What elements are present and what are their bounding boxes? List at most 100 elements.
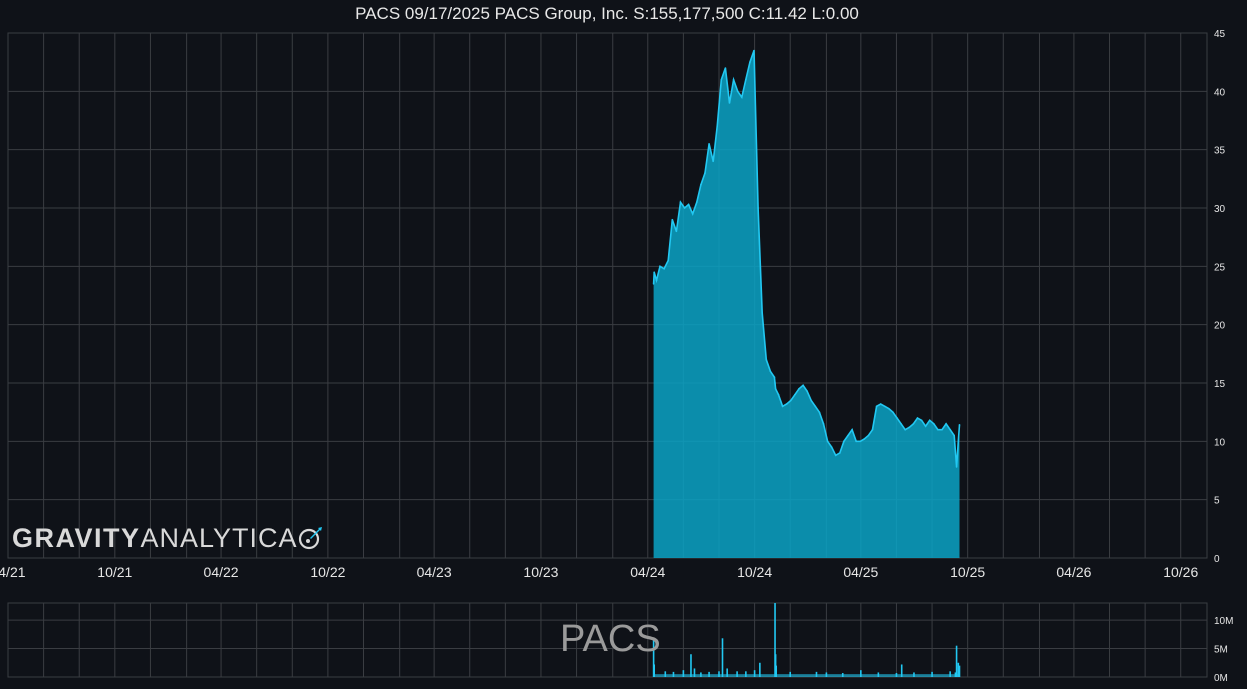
- rocket-icon: [298, 527, 322, 550]
- price-point: [839, 452, 841, 454]
- price-point: [859, 440, 862, 443]
- price-point: [753, 49, 755, 52]
- price-point: [879, 403, 882, 405]
- price-point: [774, 382, 776, 384]
- chart-title: PACS 09/17/2025 PACS Group, Inc. S:155,1…: [355, 4, 859, 23]
- volume-bar: [900, 664, 903, 677]
- y-tick-label: 25: [1214, 262, 1226, 273]
- price-point: [822, 423, 825, 425]
- price-point: [671, 218, 674, 221]
- price-point: [867, 434, 870, 437]
- price-point: [871, 428, 874, 431]
- volume-bar: [958, 665, 961, 677]
- price-point: [863, 438, 866, 440]
- price-point: [912, 423, 915, 425]
- price-point: [806, 390, 808, 392]
- price-point: [941, 428, 943, 431]
- price-point: [773, 376, 776, 378]
- volume-tick-label: 0M: [1214, 673, 1228, 684]
- price-point: [724, 67, 727, 69]
- volume-bar: [775, 665, 778, 677]
- price-area-fill: [653, 50, 960, 558]
- price-point: [720, 78, 723, 81]
- price-point: [920, 419, 923, 422]
- gravity-analytica-logo: GRAVITY ANALYTICA: [12, 523, 324, 553]
- logo-text-bold: GRAVITY: [12, 522, 141, 553]
- price-point: [655, 279, 658, 282]
- logo-text-light: ANALYTICA: [140, 522, 298, 553]
- y-tick-label: 45: [1214, 29, 1226, 40]
- volume-bar: [753, 670, 756, 677]
- price-point: [659, 265, 661, 268]
- price-point: [916, 417, 919, 419]
- price-point: [781, 405, 784, 408]
- price-point: [732, 78, 735, 81]
- price-point: [810, 399, 813, 402]
- volume-tick-label: 10M: [1214, 616, 1233, 627]
- price-point: [875, 405, 878, 408]
- price-point: [761, 312, 763, 314]
- price-point: [687, 203, 690, 206]
- price-point: [949, 428, 951, 431]
- price-point: [774, 388, 777, 390]
- y-tick-label: 30: [1214, 204, 1226, 215]
- price-x-axis: 04/21 10/21 04/22 10/22 04/23 10/23 04/24 10/24…: [0, 564, 1198, 580]
- volume-bar: [690, 654, 692, 677]
- price-point: [814, 405, 817, 408]
- volume-grid: [7, 602, 1208, 678]
- price-point: [708, 143, 710, 145]
- price-area: [652, 49, 961, 558]
- x-tick-label: 10/21: [97, 564, 132, 580]
- price-point: [765, 358, 768, 361]
- ticker-watermark: PACS: [560, 618, 661, 660]
- y-tick-label: 15: [1214, 379, 1226, 390]
- price-point: [696, 201, 698, 203]
- price-y-axis: 0 5 10 15 20 25 30 35 40 45: [1214, 29, 1226, 565]
- x-tick-label: 10/22: [310, 564, 345, 580]
- price-point: [777, 393, 780, 396]
- x-tick-label: 04/23: [417, 564, 452, 580]
- price-point: [953, 434, 956, 437]
- price-point: [652, 283, 655, 285]
- x-tick-label: 04/25: [843, 564, 878, 580]
- price-point: [818, 411, 821, 413]
- volume-bar: [653, 664, 655, 677]
- volume-bar: [682, 670, 685, 677]
- price-point: [957, 440, 960, 443]
- volume-bar: [759, 662, 761, 677]
- volume-bar: [860, 670, 862, 677]
- price-point: [908, 426, 911, 429]
- price-point: [683, 207, 686, 209]
- price-point: [958, 423, 961, 426]
- y-tick-label: 5: [1214, 496, 1220, 507]
- x-tick-label: 10/24: [737, 564, 772, 580]
- price-point: [769, 370, 772, 373]
- price-point: [945, 423, 947, 425]
- price-point: [716, 125, 719, 128]
- price-point: [789, 399, 792, 402]
- price-grid: [7, 32, 1208, 559]
- price-frame: [7, 32, 1208, 559]
- price-point: [896, 417, 898, 419]
- y-tick-label: 0: [1214, 554, 1220, 565]
- price-point: [794, 393, 796, 396]
- price-point: [937, 428, 939, 431]
- price-point: [830, 446, 833, 448]
- volume-baseline: [653, 674, 960, 677]
- volume-bar: [949, 671, 951, 677]
- volume-bar: [693, 668, 696, 677]
- price-point: [736, 90, 739, 93]
- volume-bar: [745, 671, 747, 677]
- volume-tick-label: 5M: [1214, 645, 1228, 656]
- price-point: [679, 201, 682, 203]
- price-point: [712, 160, 714, 163]
- price-point: [955, 466, 958, 468]
- y-tick-label: 10: [1214, 437, 1226, 448]
- price-point: [745, 78, 747, 81]
- x-tick-label: 10/26: [1163, 564, 1198, 580]
- price-point: [728, 102, 731, 104]
- price-point: [740, 96, 743, 98]
- price-point: [928, 419, 931, 422]
- price-point: [904, 428, 907, 431]
